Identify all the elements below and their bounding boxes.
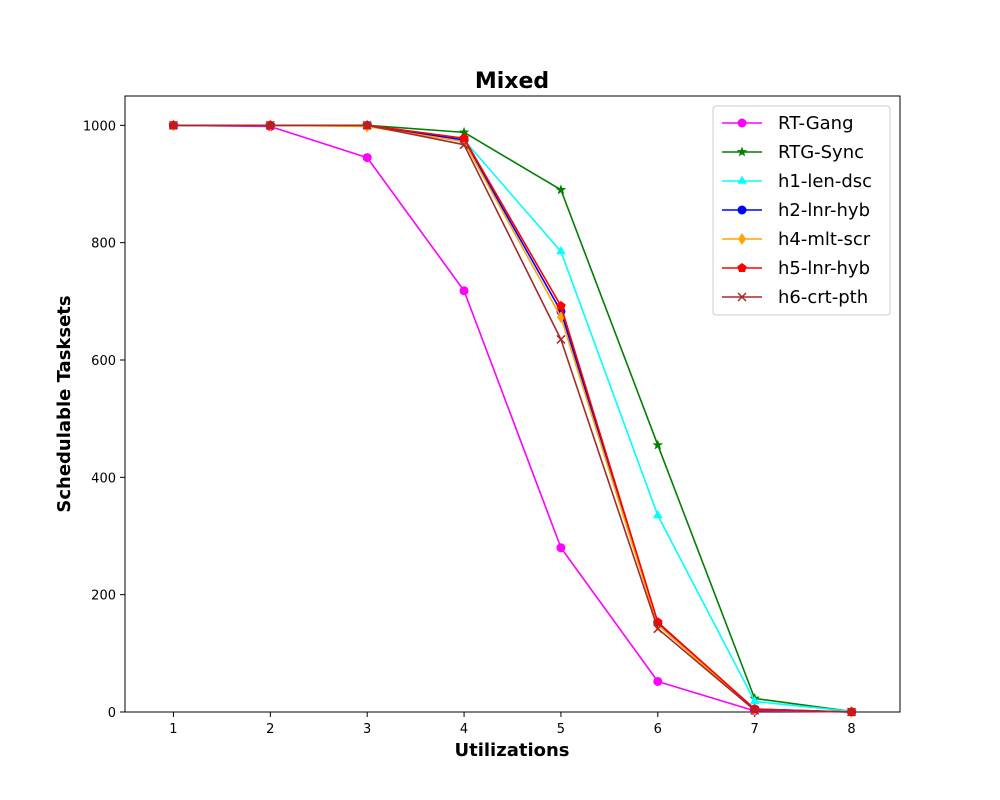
data-point — [847, 707, 857, 717]
x-axis-title: Utilizations — [454, 740, 569, 761]
data-point — [556, 245, 566, 255]
data-point — [168, 120, 178, 130]
legend-entry: RTG-Sync — [722, 142, 864, 163]
y-tick-label: 800 — [91, 237, 116, 252]
y-axis-title: Schedulable Tasksets — [54, 295, 75, 512]
legend-entry: h6-crt-pth — [722, 287, 868, 308]
data-point — [555, 184, 567, 195]
legend-label: h6-crt-pth — [778, 287, 868, 308]
x-tick-label: 5 — [557, 722, 565, 737]
legend-marker — [737, 175, 747, 184]
data-point — [458, 126, 470, 137]
series-layer — [168, 119, 857, 718]
legend-marker — [737, 292, 747, 302]
data-point — [556, 543, 566, 553]
legend-label: h1-len-dsc — [778, 171, 872, 192]
data-point — [362, 153, 372, 163]
legend-marker — [737, 118, 747, 128]
data-point — [653, 624, 663, 634]
legend-entry: h2-lnr-hyb — [722, 200, 870, 221]
series-line — [173, 124, 852, 713]
data-point — [459, 286, 469, 296]
legend-label: h2-lnr-hyb — [778, 200, 870, 221]
legend-label: RT-Gang — [778, 113, 854, 134]
series-line — [173, 124, 852, 713]
legend-entry: h4-mlt-scr — [722, 229, 871, 250]
x-tick-label: 4 — [460, 722, 468, 737]
data-point — [652, 439, 664, 450]
data-point — [653, 676, 663, 686]
y-tick-label: 400 — [91, 471, 116, 486]
legend-entry: RT-Gang — [722, 113, 854, 134]
data-point — [749, 695, 760, 705]
legend-label: RTG-Sync — [778, 142, 864, 163]
y-tick-label: 600 — [91, 354, 116, 369]
legend: RT-Gang RTG-Sync h1-len-dsc h2-lnr-hyb h4-ml… — [712, 105, 891, 316]
data-point — [265, 120, 275, 130]
axis-ticks: 1 2 3 4 5 6 7 8 0 200 400 600 800 1000 — [83, 119, 856, 737]
y-tick-label: 0 — [108, 706, 116, 721]
legend-box — [712, 105, 891, 316]
legend-entry: h1-len-dsc — [722, 171, 872, 192]
legend-marker — [736, 146, 748, 157]
data-point — [653, 509, 663, 519]
data-point — [362, 120, 372, 130]
data-point — [556, 301, 566, 311]
x-tick-label: 1 — [169, 722, 177, 737]
y-tick-label: 1000 — [83, 119, 116, 134]
x-tick-label: 3 — [363, 722, 371, 737]
legend-marker — [737, 205, 747, 215]
data-point — [750, 705, 760, 715]
data-point — [459, 133, 469, 143]
legend-entry: h5-lnr-hyb — [722, 258, 870, 279]
y-tick-label: 200 — [91, 589, 116, 604]
legend-marker — [737, 263, 747, 273]
data-point — [556, 334, 566, 344]
series-h6-crt-pth — [168, 120, 857, 717]
x-tick-label: 8 — [847, 722, 855, 737]
legend-label: h5-lnr-hyb — [778, 258, 870, 279]
x-tick-label: 6 — [654, 722, 662, 737]
legend-label: h4-mlt-scr — [778, 229, 871, 250]
chart-title: Mixed — [475, 69, 549, 94]
x-tick-label: 2 — [266, 722, 274, 737]
legend-marker — [738, 233, 746, 245]
data-point — [459, 140, 469, 150]
x-tick-label: 7 — [751, 722, 759, 737]
